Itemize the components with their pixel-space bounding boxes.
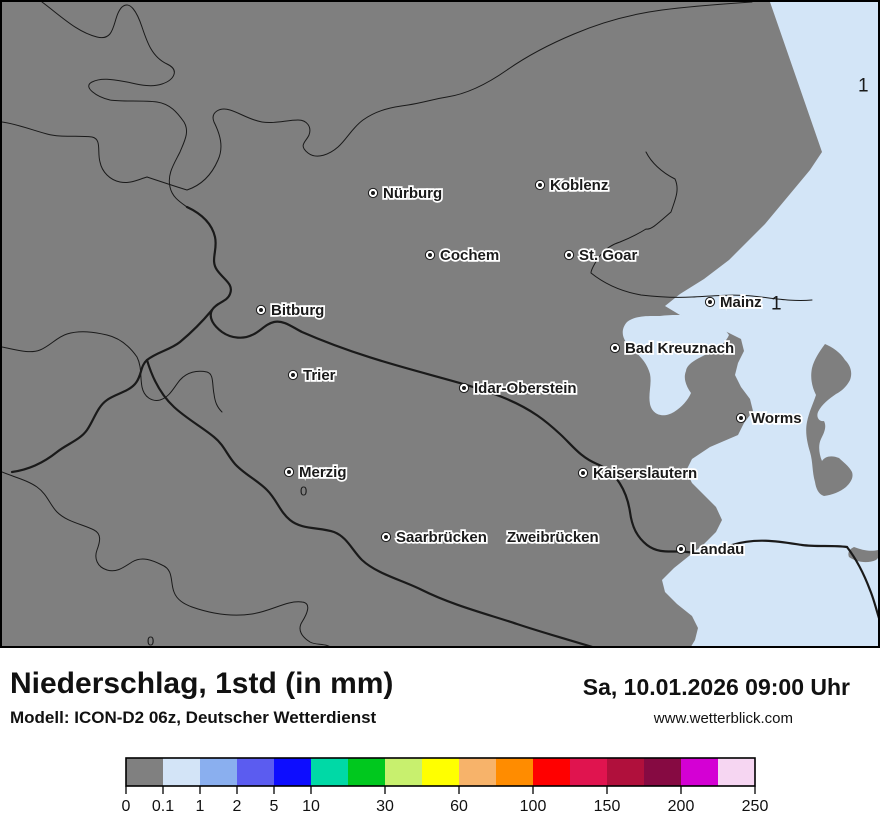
svg-text:1: 1 — [858, 76, 869, 97]
svg-text:Saarbrücken: Saarbrücken — [396, 529, 487, 546]
svg-text:250: 250 — [742, 798, 769, 815]
svg-text:Koblenz: Koblenz — [550, 177, 608, 194]
svg-text:Mainz: Mainz — [720, 294, 762, 311]
svg-text:Merzig: Merzig — [299, 464, 347, 481]
svg-text:Zweibrücken: Zweibrücken — [507, 529, 599, 546]
svg-text:Trier: Trier — [303, 367, 336, 384]
svg-text:0.1: 0.1 — [152, 798, 174, 815]
svg-text:0: 0 — [300, 484, 307, 499]
svg-text:1: 1 — [771, 294, 782, 315]
svg-text:Landau: Landau — [691, 541, 744, 558]
svg-text:Worms: Worms — [751, 410, 802, 427]
svg-text:10: 10 — [302, 798, 320, 815]
svg-text:2: 2 — [233, 798, 242, 815]
svg-text:1: 1 — [196, 798, 205, 815]
svg-text:Kaiserslautern: Kaiserslautern — [593, 465, 697, 482]
svg-text:Cochem: Cochem — [440, 247, 499, 264]
svg-text:Idar-Oberstein: Idar-Oberstein — [474, 380, 577, 397]
svg-text:Bad Kreuznach: Bad Kreuznach — [625, 340, 734, 357]
svg-text:Nürburg: Nürburg — [383, 185, 442, 202]
svg-text:St. Goar: St. Goar — [579, 247, 638, 264]
svg-text:0: 0 — [122, 798, 131, 815]
svg-text:60: 60 — [450, 798, 468, 815]
svg-text:150: 150 — [594, 798, 621, 815]
svg-text:5: 5 — [270, 798, 279, 815]
svg-text:30: 30 — [376, 798, 394, 815]
svg-text:100: 100 — [520, 798, 547, 815]
svg-text:Bitburg: Bitburg — [271, 302, 324, 319]
svg-text:0: 0 — [147, 634, 154, 649]
svg-text:200: 200 — [668, 798, 695, 815]
